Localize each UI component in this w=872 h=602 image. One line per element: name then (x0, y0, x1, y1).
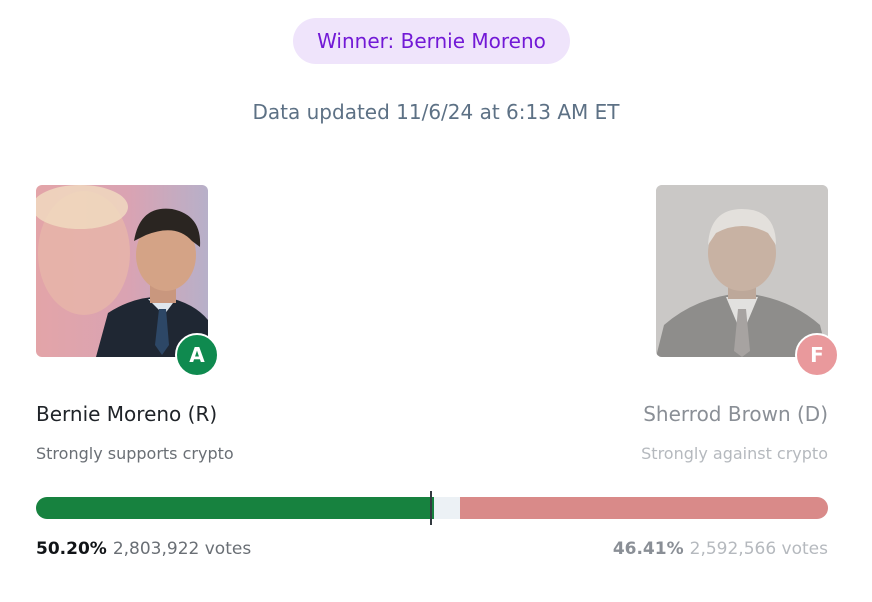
winner-badge: Winner: Bernie Moreno (293, 18, 570, 64)
result-moreno: 50.20% 2,803,922 votes (36, 539, 251, 559)
candidate-photo-icon (656, 185, 828, 357)
vote-share-bar (36, 497, 828, 519)
candidate-name-moreno: Bernie Moreno (R) (36, 402, 218, 426)
candidate-name-brown: Sherrod Brown (D) (643, 402, 828, 426)
majority-midpoint-marker (430, 491, 432, 525)
vote-percent-moreno: 50.20% (36, 539, 107, 559)
result-brown: 46.41% 2,592,566 votes (613, 539, 828, 559)
candidate-photo-moreno (36, 185, 208, 357)
crypto-grade-badge-f: F (795, 333, 839, 377)
vote-share-fill-brown (460, 497, 828, 519)
vote-count-moreno: 2,803,922 votes (112, 539, 252, 559)
candidate-stance-moreno: Strongly supports crypto (36, 444, 234, 463)
vote-count-brown: 2,592,566 votes (689, 539, 828, 559)
candidate-photo-brown (656, 185, 828, 357)
crypto-grade-badge-a: A (175, 333, 219, 377)
candidate-stance-brown: Strongly against crypto (641, 444, 828, 463)
vote-share-fill-moreno (36, 497, 434, 519)
vote-percent-brown: 46.41% (612, 539, 684, 559)
candidate-photo-icon (36, 185, 208, 357)
data-updated-timestamp: Data updated 11/6/24 at 6:13 AM ET (252, 100, 620, 124)
